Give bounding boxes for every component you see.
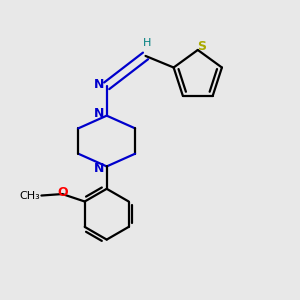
Text: N: N	[94, 162, 104, 175]
Text: N: N	[94, 107, 104, 120]
Text: H: H	[143, 38, 151, 48]
Text: CH₃: CH₃	[19, 190, 40, 200]
Text: N: N	[94, 78, 104, 91]
Text: S: S	[197, 40, 206, 53]
Text: O: O	[57, 186, 68, 199]
